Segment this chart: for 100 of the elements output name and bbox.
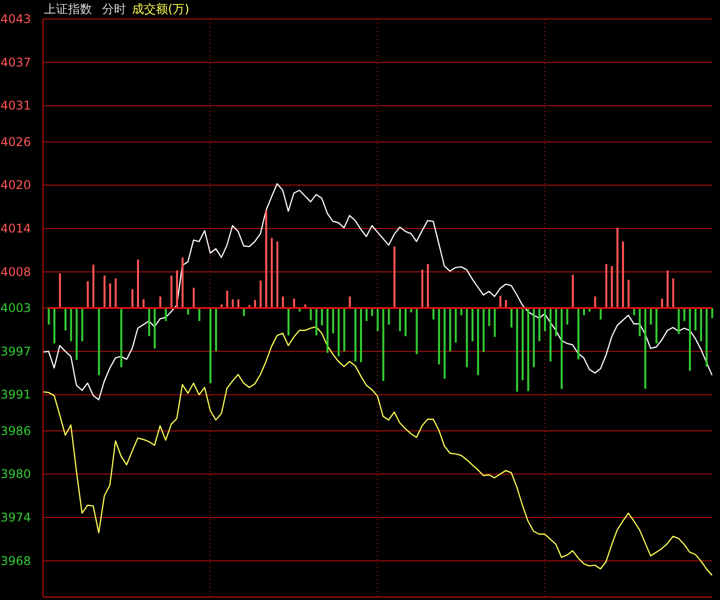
bar bbox=[154, 308, 156, 348]
y-tick-label: 3986 bbox=[0, 424, 31, 438]
bar bbox=[544, 308, 546, 332]
bar bbox=[92, 264, 94, 308]
bar bbox=[454, 308, 457, 343]
bar bbox=[376, 308, 379, 332]
bar bbox=[694, 308, 696, 330]
bar bbox=[226, 290, 228, 308]
bar bbox=[270, 238, 273, 308]
bar bbox=[706, 308, 708, 367]
y-tick-label: 4020 bbox=[0, 178, 31, 192]
bar bbox=[404, 308, 407, 336]
bar bbox=[494, 308, 496, 337]
bar bbox=[315, 308, 318, 336]
bar bbox=[650, 308, 652, 325]
bar bbox=[393, 246, 396, 308]
bar bbox=[265, 210, 268, 308]
bar bbox=[388, 308, 390, 325]
y-tick-label: 4043 bbox=[0, 12, 31, 26]
y-tick-label: 4014 bbox=[0, 222, 31, 236]
bar bbox=[555, 308, 558, 336]
bar bbox=[288, 308, 290, 336]
y-tick-label: 4031 bbox=[0, 98, 31, 113]
bar bbox=[326, 308, 329, 353]
bar bbox=[605, 264, 608, 308]
bar bbox=[516, 308, 518, 392]
bar bbox=[560, 308, 563, 389]
bar bbox=[655, 308, 658, 344]
bar bbox=[432, 308, 434, 320]
bar bbox=[577, 308, 580, 360]
bar bbox=[550, 308, 552, 362]
text: 成交额(万) bbox=[132, 2, 190, 16]
y-tick-label: 4008 bbox=[0, 264, 31, 279]
bar bbox=[348, 296, 351, 308]
bar bbox=[120, 308, 122, 368]
bar bbox=[471, 308, 474, 342]
bar bbox=[711, 308, 714, 318]
bar bbox=[360, 308, 362, 362]
bar bbox=[600, 308, 602, 320]
bar bbox=[192, 288, 195, 308]
bar bbox=[628, 280, 630, 308]
bar bbox=[76, 308, 78, 360]
bar bbox=[320, 308, 323, 326]
bar bbox=[159, 296, 162, 308]
chart-subtitle: 分时 bbox=[102, 2, 126, 16]
bar bbox=[58, 273, 61, 308]
bar bbox=[310, 308, 312, 320]
bar bbox=[86, 281, 89, 308]
bar bbox=[499, 296, 502, 308]
bar bbox=[338, 308, 340, 356]
bar bbox=[644, 308, 646, 389]
bar bbox=[48, 308, 50, 325]
bar bbox=[421, 270, 424, 308]
y-tick-label: 4026 bbox=[0, 134, 31, 149]
bar bbox=[527, 308, 530, 392]
bar bbox=[438, 308, 440, 364]
bar bbox=[198, 308, 200, 322]
line-series bbox=[42, 183, 713, 400]
bar bbox=[282, 296, 284, 308]
bar bbox=[594, 296, 596, 308]
bar bbox=[136, 260, 139, 308]
bar bbox=[522, 308, 524, 380]
bar bbox=[131, 289, 134, 308]
line-series bbox=[42, 326, 713, 576]
bar bbox=[215, 308, 218, 352]
bar bbox=[276, 242, 278, 308]
y-tick-label: 3974 bbox=[0, 510, 31, 525]
bar bbox=[148, 308, 150, 336]
bar bbox=[444, 308, 446, 379]
bar bbox=[382, 308, 384, 381]
bar bbox=[104, 275, 106, 308]
bar bbox=[678, 308, 680, 334]
bar bbox=[366, 308, 368, 322]
bar bbox=[538, 308, 540, 342]
bar bbox=[616, 228, 618, 308]
bar bbox=[672, 278, 674, 308]
y-tick-label: 3997 bbox=[0, 344, 31, 358]
bar bbox=[688, 308, 691, 371]
bar bbox=[510, 308, 513, 328]
y-tick-label: 3991 bbox=[0, 388, 31, 402]
bar bbox=[170, 275, 172, 308]
bar bbox=[64, 308, 67, 330]
y-tick-label: 3968 bbox=[0, 554, 31, 568]
bar bbox=[416, 308, 418, 354]
bar bbox=[53, 308, 56, 344]
bar bbox=[482, 308, 485, 352]
bar bbox=[176, 270, 178, 308]
bar bbox=[343, 308, 346, 352]
bar bbox=[182, 257, 184, 308]
bar bbox=[700, 308, 702, 342]
bar bbox=[354, 308, 356, 362]
bar bbox=[683, 308, 686, 322]
bar bbox=[98, 308, 100, 376]
bar bbox=[260, 280, 262, 308]
bar bbox=[399, 308, 402, 332]
bar bbox=[164, 308, 167, 322]
bar bbox=[109, 283, 112, 308]
chart-title: 上证指数 bbox=[44, 2, 92, 16]
bar bbox=[426, 264, 429, 308]
y-tick-label: 3980 bbox=[0, 467, 31, 482]
